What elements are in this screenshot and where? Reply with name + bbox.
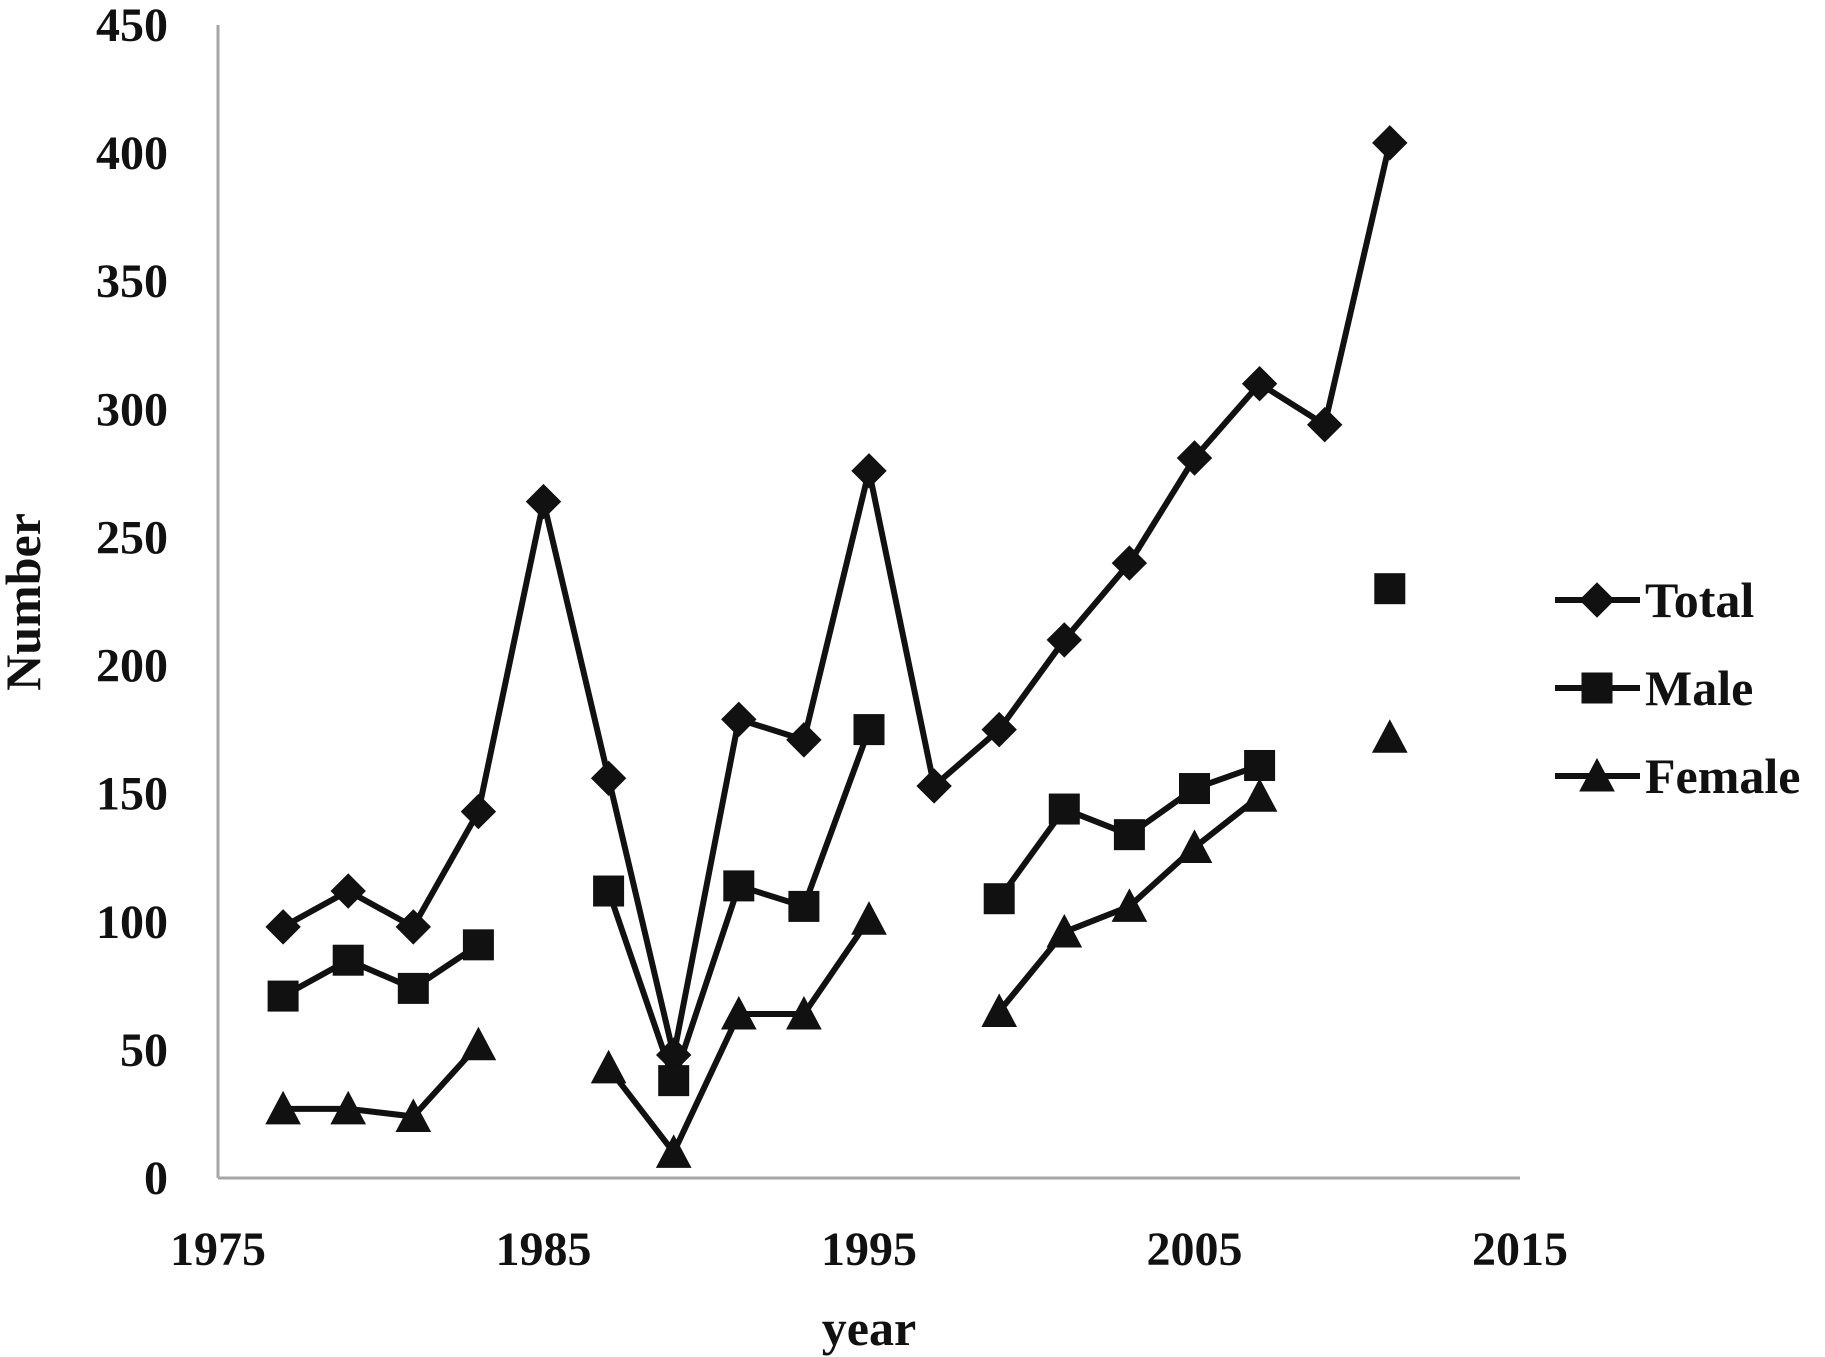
data-point-female — [1046, 913, 1083, 948]
x-tick-label: 1975 — [170, 1223, 266, 1276]
data-point-female — [786, 995, 822, 1030]
y-tick-label: 50 — [120, 1024, 168, 1077]
data-point-female — [851, 901, 887, 935]
data-point-male — [723, 870, 755, 902]
legend-marker-male — [1581, 672, 1613, 704]
data-point-total — [265, 909, 301, 945]
x-tick-label: 2005 — [1147, 1223, 1243, 1276]
x-tick-label: 2015 — [1472, 1223, 1568, 1276]
data-point-male — [1244, 749, 1276, 781]
y-tick-label: 300 — [96, 383, 168, 436]
series-total — [265, 125, 1408, 1073]
legend-item-female: Female — [1555, 748, 1800, 804]
legend-label-total: Total — [1645, 572, 1754, 628]
data-point-male — [983, 883, 1015, 915]
data-point-male — [1179, 773, 1210, 805]
data-point-total — [851, 453, 887, 489]
data-point-total — [395, 909, 432, 945]
x-tick-label: 1995 — [821, 1223, 917, 1276]
data-point-female — [1241, 778, 1278, 812]
legend-marker-female — [1579, 757, 1615, 792]
legend-label-male: Male — [1645, 660, 1753, 716]
data-point-male — [788, 890, 820, 922]
y-tick-labels: 0 50 100 150 200 250 300 350 400 450 — [96, 0, 168, 1205]
data-point-total — [525, 483, 562, 520]
data-point-total — [1111, 545, 1148, 581]
data-point-total — [1176, 440, 1213, 476]
data-point-male — [1374, 573, 1406, 605]
data-point-total — [721, 701, 757, 738]
data-point-female — [395, 1098, 432, 1133]
data-point-male — [1113, 819, 1145, 851]
data-point-total — [1241, 366, 1278, 402]
data-point-female — [1176, 829, 1213, 863]
legend: Total Male Female — [1555, 572, 1800, 804]
legend-item-male: Male — [1555, 660, 1753, 716]
series-male — [267, 573, 1406, 1097]
data-point-male — [853, 714, 885, 746]
series-line-male — [281, 942, 481, 999]
data-point-female — [655, 1134, 692, 1168]
x-axis-title: year — [822, 1300, 916, 1356]
y-tick-label: 350 — [96, 255, 168, 308]
data-point-total — [590, 760, 627, 797]
y-tick-label: 150 — [96, 768, 168, 821]
data-point-female — [1111, 888, 1148, 922]
data-point-female — [265, 1090, 301, 1125]
legend-marker-total — [1579, 582, 1615, 618]
legend-item-total: Total — [1555, 572, 1754, 628]
data-point-female — [1371, 719, 1408, 753]
y-axis-title: Number — [0, 513, 51, 691]
y-tick-label: 0 — [144, 1152, 168, 1205]
series-layer — [265, 125, 1408, 1168]
data-point-male — [1048, 793, 1080, 825]
series-line-female — [283, 1042, 481, 1120]
series-line-total — [281, 142, 1393, 1059]
x-tick-labels: 1975 1985 1995 2005 2015 — [170, 1223, 1568, 1276]
data-point-female — [590, 1049, 627, 1084]
y-tick-label: 450 — [96, 0, 168, 52]
data-point-male — [462, 929, 494, 961]
y-tick-label: 400 — [96, 127, 168, 180]
x-tick-label: 1985 — [496, 1223, 592, 1276]
data-point-total — [1046, 622, 1083, 658]
series-female — [265, 719, 1408, 1168]
y-tick-label: 250 — [96, 511, 168, 564]
data-point-male — [593, 875, 625, 907]
data-point-female — [330, 1090, 367, 1125]
data-point-total — [916, 768, 952, 804]
data-point-male — [332, 944, 364, 976]
data-point-female — [981, 993, 1018, 1027]
legend-label-female: Female — [1645, 748, 1800, 804]
y-tick-label: 200 — [96, 640, 168, 693]
data-point-total — [786, 722, 822, 758]
y-tick-label: 100 — [96, 896, 168, 949]
data-point-total — [981, 711, 1017, 748]
axes — [216, 25, 1520, 1180]
data-point-male — [658, 1065, 690, 1097]
data-point-total — [1306, 406, 1343, 443]
data-point-total — [460, 793, 497, 830]
data-point-female — [460, 1026, 497, 1061]
data-point-total — [330, 873, 366, 909]
data-point-male — [397, 972, 429, 1004]
data-point-female — [720, 995, 757, 1030]
data-point-male — [267, 980, 299, 1012]
data-point-total — [1372, 125, 1408, 161]
